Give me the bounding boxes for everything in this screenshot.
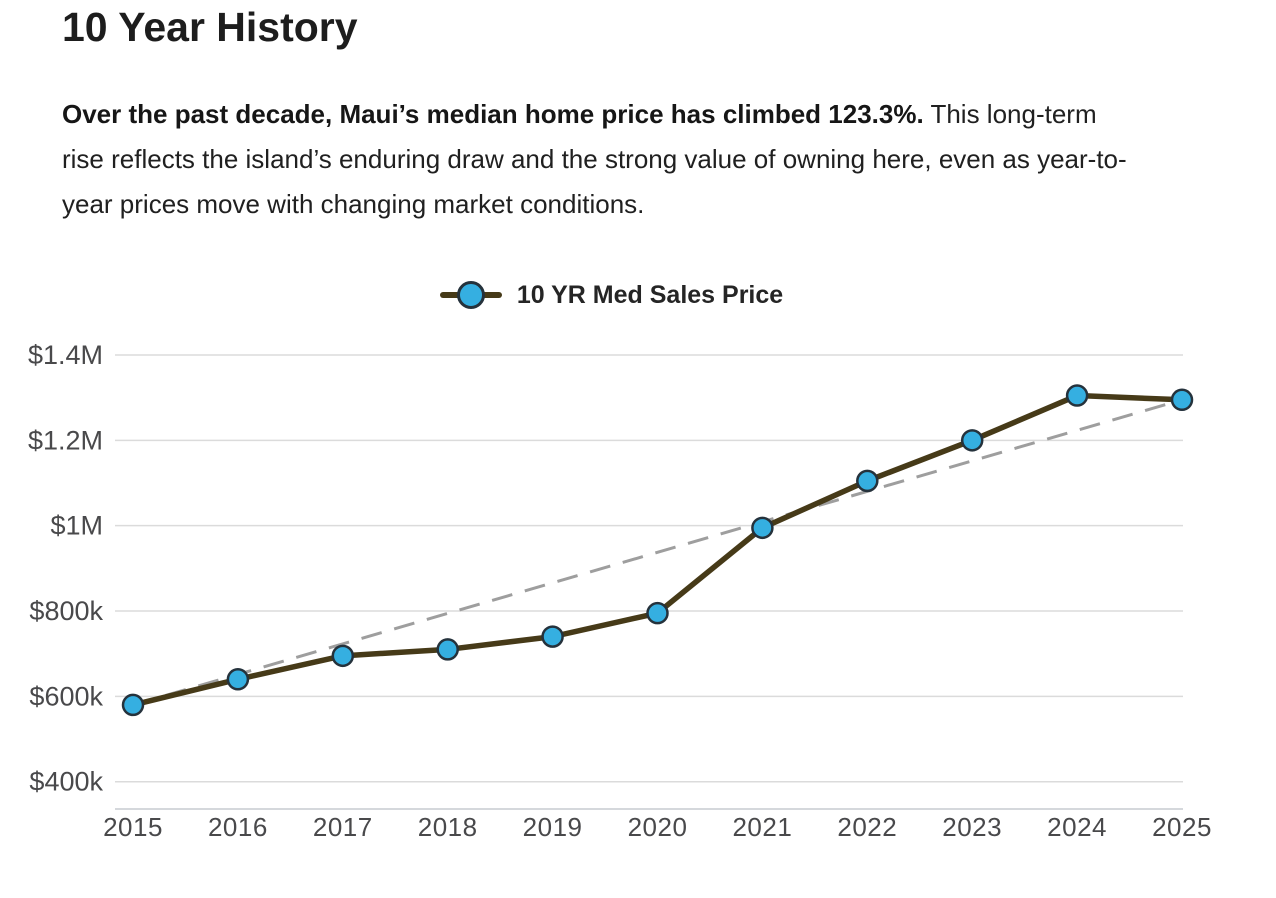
page-title: 10 Year History <box>62 4 358 50</box>
intro-highlight: Over the past decade, Maui’s median home… <box>62 99 924 129</box>
data-point-2021[interactable] <box>751 516 774 540</box>
x-tick-label: 2019 <box>523 812 583 842</box>
y-tick-label: $800k <box>29 596 103 626</box>
y-tick-label: $400k <box>29 767 103 797</box>
data-point-2017[interactable] <box>331 644 355 668</box>
data-point-2015[interactable] <box>121 693 145 717</box>
x-tick-label: 2017 <box>313 812 373 842</box>
chart-legend[interactable]: 10 YR Med Sales Price <box>0 279 1249 311</box>
data-point-2019[interactable] <box>541 625 564 648</box>
trend-dashed-line <box>132 398 1183 707</box>
x-tick-label: 2022 <box>837 812 897 842</box>
x-tick-label: 2016 <box>208 812 268 842</box>
x-tick-label: 2015 <box>103 812 163 842</box>
x-tick-label: 2020 <box>628 812 688 842</box>
x-tick-label: 2021 <box>732 812 792 842</box>
x-tick-label: 2025 <box>1152 812 1212 842</box>
y-tick-label: $1.4M <box>28 340 103 370</box>
y-tick-label: $1M <box>50 511 103 541</box>
data-point-2018[interactable] <box>436 638 459 661</box>
intro-text: This long-term rise reflects the island’… <box>62 99 1127 219</box>
x-tick-label: 2024 <box>1047 812 1107 842</box>
y-tick-label: $600k <box>29 681 103 711</box>
price-line <box>130 392 1185 708</box>
data-point-2024[interactable] <box>1065 384 1089 407</box>
series-marker-icon <box>439 281 502 309</box>
data-point-2022[interactable] <box>856 469 879 493</box>
data-point-2023[interactable] <box>960 429 984 452</box>
data-point-2025[interactable] <box>1170 388 1194 412</box>
data-point-2016[interactable] <box>226 668 250 691</box>
x-tick-label: 2018 <box>418 812 478 842</box>
x-tick-label: 2023 <box>942 812 1002 842</box>
intro-paragraph: Over the past decade, Maui’s median home… <box>62 92 1127 227</box>
data-point-2020[interactable] <box>646 601 669 625</box>
legend-label: 10 YR Med Sales Price <box>516 280 784 309</box>
y-tick-label: $1.2M <box>28 425 103 455</box>
